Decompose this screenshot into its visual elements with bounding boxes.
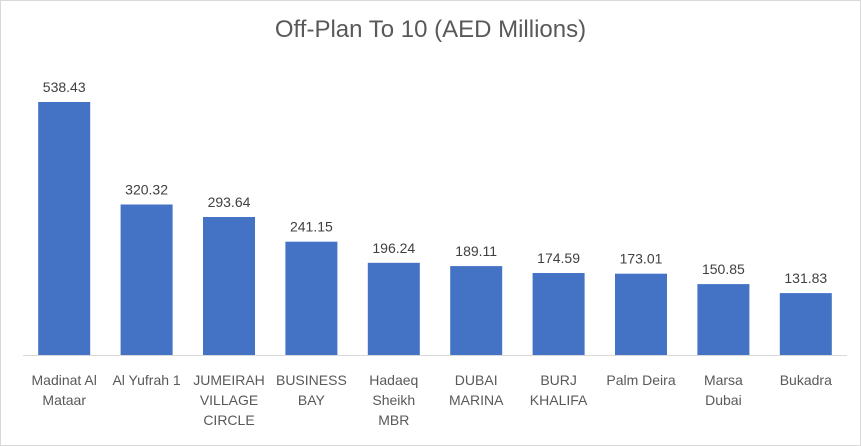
x-tick-label: Hadaeq Sheikh MBR	[369, 372, 418, 428]
x-tick-label: Bukadra	[780, 372, 832, 388]
data-label: 174.59	[537, 250, 580, 266]
x-tick-label: DUBAI MARINA	[449, 372, 504, 408]
x-tick-label: Marsa Dubai	[704, 372, 743, 408]
data-label: 131.83	[784, 270, 827, 286]
data-label: 538.43	[43, 79, 86, 95]
data-label: 320.32	[125, 182, 168, 198]
chart-title: Off-Plan To 10 (AED Millions)	[274, 16, 587, 43]
x-tick-label: Palm Deira	[606, 372, 675, 388]
x-tick-label: BUSINESS BAY	[276, 372, 347, 408]
bar	[203, 217, 255, 355]
x-tick-label: BURJ KHALIFA	[530, 372, 588, 408]
data-label: 150.85	[702, 261, 745, 277]
x-tick-label: Madinat Al Mataar	[32, 372, 97, 408]
data-label: 196.24	[372, 240, 415, 256]
bar	[367, 262, 420, 355]
data-label: 189.11	[455, 243, 497, 259]
bar	[120, 204, 173, 355]
data-label: 241.15	[290, 219, 333, 235]
bar	[779, 293, 832, 355]
bar	[38, 102, 91, 355]
bar	[615, 273, 667, 355]
x-tick-label: Al Yufrah 1	[112, 372, 180, 388]
bar	[532, 273, 585, 355]
bar	[450, 266, 503, 355]
data-label: 173.01	[620, 251, 663, 267]
bar	[285, 241, 338, 355]
x-tick-label: JUMEIRAH VILLAGE CIRCLE	[193, 372, 265, 428]
data-label: 293.64	[208, 194, 251, 210]
bar	[697, 284, 750, 355]
